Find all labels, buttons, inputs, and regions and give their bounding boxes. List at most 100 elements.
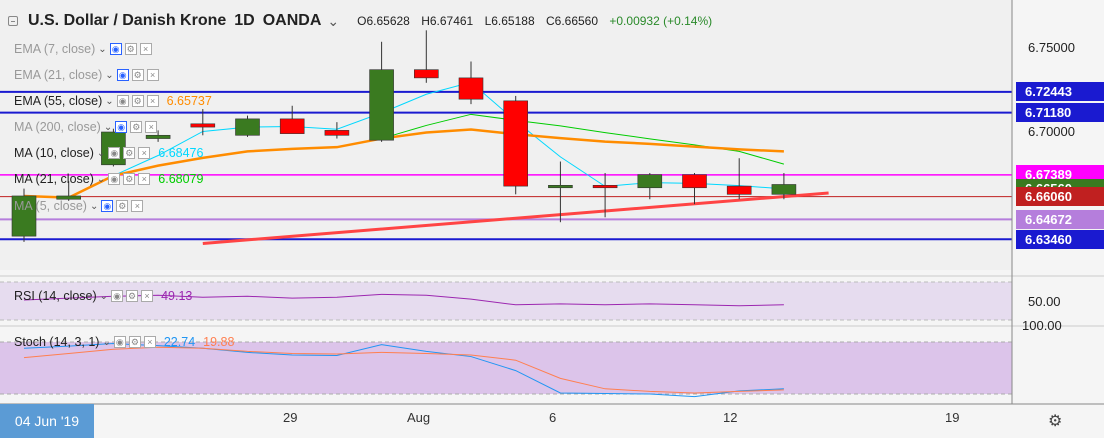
rsi-scale-label: 50.00 bbox=[1028, 294, 1061, 309]
indicator-label: EMA (7, close) bbox=[14, 42, 96, 56]
eye-icon[interactable]: ◉ bbox=[108, 173, 121, 185]
chart-header: U.S. Dollar / Danish Krone 1D OANDA ⌄ O6… bbox=[8, 9, 720, 33]
low-value: L6.65188 bbox=[484, 14, 535, 28]
stoch-scale-label: 100.00 bbox=[1022, 318, 1062, 333]
candle-body bbox=[235, 118, 260, 136]
indicator-legend-3[interactable]: MA (200, close) ⌄ ◉ ⚙ × bbox=[14, 118, 158, 136]
ema-55-line bbox=[23, 128, 784, 199]
indicator-legend-6[interactable]: MA (5, close) ⌄ ◉ ⚙ × bbox=[14, 197, 144, 215]
close-icon[interactable]: × bbox=[139, 43, 152, 55]
close-icon[interactable]: × bbox=[138, 173, 151, 185]
candle-body bbox=[548, 185, 573, 189]
price-label: 6.64672 bbox=[1016, 209, 1104, 229]
high-value: H6.67461 bbox=[421, 14, 474, 28]
symbol-title[interactable]: U.S. Dollar / Danish Krone bbox=[28, 12, 227, 29]
settings-icon[interactable]: ⚙ bbox=[130, 121, 143, 133]
time-tick: Aug bbox=[407, 410, 431, 425]
time-tick: 29 bbox=[283, 410, 298, 425]
close-icon[interactable]: × bbox=[145, 121, 158, 133]
indicator-label: MA (5, close) bbox=[14, 199, 87, 213]
candle-body bbox=[682, 174, 707, 189]
rsi-legend[interactable]: RSI (14, close) ⌄ ◉ ⚙ × 49.13 bbox=[14, 287, 192, 305]
chevron-down-icon[interactable]: ⌄ bbox=[327, 12, 340, 29]
indicator-value: 6.65737 bbox=[166, 94, 212, 108]
rsi-label: RSI (14, close) bbox=[14, 289, 97, 303]
close-icon[interactable]: × bbox=[146, 95, 159, 107]
indicator-label: MA (21, close) bbox=[14, 172, 94, 186]
close-icon[interactable]: × bbox=[143, 336, 156, 348]
time-tick: 6 bbox=[549, 410, 557, 425]
indicator-label: EMA (21, close) bbox=[14, 68, 103, 82]
candle-body bbox=[726, 185, 752, 195]
chevron-down-icon[interactable]: ⌄ bbox=[105, 95, 114, 107]
indicator-legend-5[interactable]: MA (21, close) ⌄ ◉ ⚙ × 6.68079 bbox=[14, 170, 203, 188]
interval-label[interactable]: 1D bbox=[234, 12, 255, 29]
eye-icon[interactable]: ◉ bbox=[101, 200, 114, 212]
price-tick: 6.70000 bbox=[1028, 124, 1075, 139]
ohlc-readout: O6.65628 H6.67461 L6.65188 C6.66560 +0.0… bbox=[357, 14, 720, 28]
eye-icon[interactable]: ◉ bbox=[116, 95, 129, 107]
candle-body bbox=[279, 118, 305, 134]
candle-body bbox=[56, 195, 82, 200]
chevron-down-icon[interactable]: ⌄ bbox=[89, 200, 99, 212]
settings-icon[interactable]: ⚙ bbox=[131, 69, 144, 81]
settings-icon[interactable]: ⚙ bbox=[128, 336, 141, 348]
eye-icon[interactable]: ◉ bbox=[115, 121, 128, 133]
stoch-k-value: 22.74 bbox=[163, 335, 196, 349]
close-icon[interactable]: × bbox=[141, 290, 154, 302]
indicator-label: MA (200, close) bbox=[14, 120, 101, 134]
candle-body bbox=[145, 134, 171, 139]
rsi-band bbox=[0, 282, 1012, 320]
eye-icon[interactable]: ◉ bbox=[108, 147, 121, 159]
candle-body bbox=[324, 130, 350, 136]
indicator-legend-1[interactable]: EMA (21, close) ⌄ ◉ ⚙ × bbox=[14, 66, 159, 84]
eye-icon[interactable]: ◉ bbox=[109, 43, 122, 55]
indicator-label: MA (10, close) bbox=[14, 146, 94, 160]
indicator-value: 6.68079 bbox=[158, 172, 204, 186]
settings-icon[interactable]: ⚙ bbox=[123, 147, 136, 159]
candle-body bbox=[771, 184, 797, 195]
time-tick: 19 bbox=[945, 410, 960, 425]
close-value: C6.66560 bbox=[545, 14, 599, 28]
close-icon[interactable]: × bbox=[146, 69, 159, 81]
current-date-label: 04 Jun '19 bbox=[0, 404, 94, 438]
chevron-down-icon[interactable]: ⌄ bbox=[96, 173, 106, 185]
settings-icon[interactable]: ⚙ bbox=[126, 290, 139, 302]
settings-icon[interactable]: ⚙ bbox=[116, 200, 129, 212]
time-tick: 12 bbox=[723, 410, 738, 425]
chevron-down-icon[interactable]: ⌄ bbox=[99, 290, 109, 302]
chevron-down-icon[interactable]: ⌄ bbox=[98, 43, 107, 55]
chevron-down-icon[interactable]: ⌄ bbox=[96, 147, 106, 159]
candle-body bbox=[637, 174, 663, 189]
price-label: 6.63460 bbox=[1016, 229, 1104, 249]
source-label: OANDA bbox=[262, 12, 322, 29]
chevron-down-icon[interactable]: ⌄ bbox=[105, 69, 114, 81]
settings-icon[interactable]: ⚙ bbox=[124, 43, 137, 55]
eye-icon[interactable]: ◉ bbox=[113, 336, 126, 348]
eye-icon[interactable]: ◉ bbox=[116, 69, 129, 81]
candle-body bbox=[413, 69, 439, 79]
price-label: 6.66060 bbox=[1016, 187, 1104, 207]
candle-body bbox=[190, 123, 216, 128]
settings-icon[interactable]: ⚙ bbox=[123, 173, 136, 185]
rsi-value: 49.13 bbox=[161, 289, 193, 303]
change-value: +0.00932 (+0.14%) bbox=[609, 14, 713, 28]
indicator-legend-2[interactable]: EMA (55, close) ⌄ ◉ ⚙ × 6.65737 bbox=[14, 92, 212, 110]
stoch-legend[interactable]: Stoch (14, 3, 1) ⌄ ◉ ⚙ × 22.74 19.88 bbox=[14, 333, 234, 351]
gear-icon[interactable]: ⚙ bbox=[1048, 413, 1063, 430]
candle-body bbox=[592, 185, 618, 189]
collapse-icon[interactable] bbox=[8, 16, 18, 26]
close-icon[interactable]: × bbox=[138, 147, 151, 159]
settings-icon[interactable]: ⚙ bbox=[131, 95, 144, 107]
chevron-down-icon[interactable]: ⌄ bbox=[102, 336, 111, 348]
indicator-legend-4[interactable]: MA (10, close) ⌄ ◉ ⚙ × 6.68476 bbox=[14, 144, 203, 162]
eye-icon[interactable]: ◉ bbox=[111, 290, 124, 302]
indicator-value: 6.68476 bbox=[158, 146, 204, 160]
price-label: 6.71180 bbox=[1016, 103, 1104, 123]
candle-body bbox=[458, 77, 484, 100]
indicator-label: EMA (55, close) bbox=[14, 94, 103, 108]
close-icon[interactable]: × bbox=[131, 200, 144, 212]
chevron-down-icon[interactable]: ⌄ bbox=[103, 121, 113, 133]
indicator-legend-0[interactable]: EMA (7, close) ⌄ ◉ ⚙ × bbox=[14, 40, 152, 58]
